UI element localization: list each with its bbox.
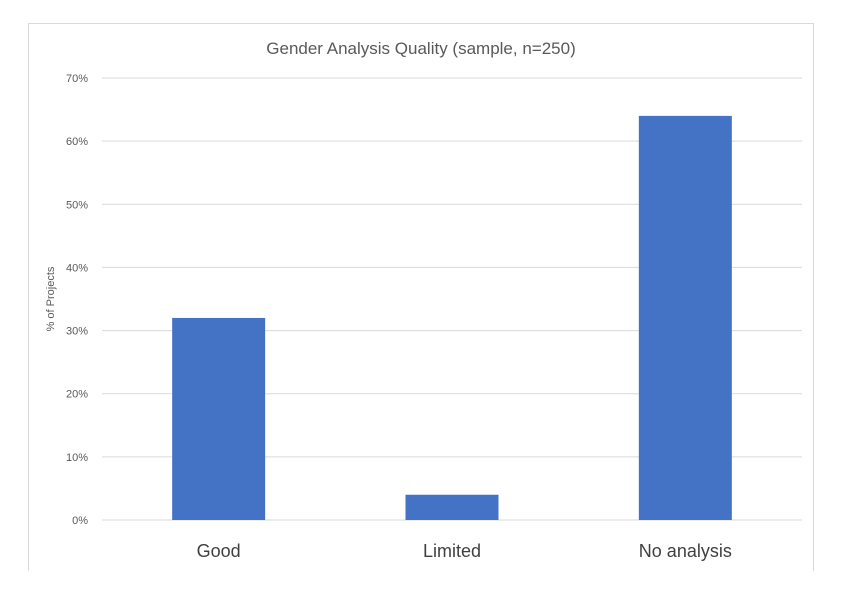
- y-tick-label: 0%: [72, 515, 88, 527]
- chart-title: Gender Analysis Quality (sample, n=250): [266, 39, 575, 58]
- y-tick-label: 10%: [66, 452, 88, 464]
- y-tick-label: 50%: [66, 199, 88, 211]
- x-tick-label: No analysis: [639, 541, 732, 561]
- bar-limited: [405, 494, 499, 520]
- bar-no-analysis: [638, 115, 732, 520]
- y-tick-label: 60%: [66, 136, 88, 148]
- y-axis-label: % of Projects: [45, 266, 57, 331]
- x-tick-label: Limited: [423, 541, 481, 561]
- x-axis-ticks: Good Limited No analysis: [197, 541, 732, 561]
- y-tick-label: 30%: [66, 326, 88, 338]
- y-tick-label: 40%: [66, 262, 88, 274]
- bar-good: [172, 317, 266, 520]
- bars: [172, 115, 732, 520]
- y-axis-ticks: 0% 10% 20% 30% 40% 50% 60% 70%: [66, 73, 88, 527]
- x-tick-label: Good: [197, 541, 241, 561]
- y-tick-label: 70%: [66, 73, 88, 85]
- y-tick-label: 20%: [66, 389, 88, 401]
